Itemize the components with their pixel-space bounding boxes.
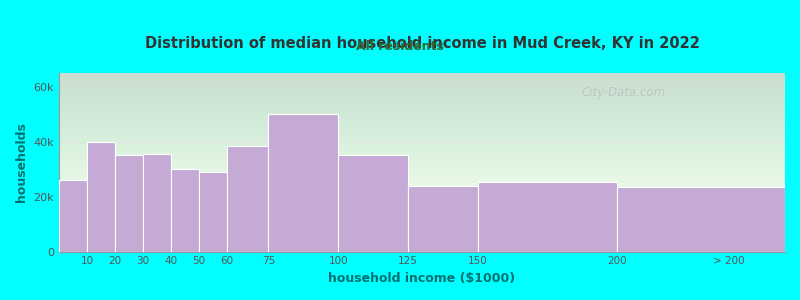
Text: All residents: All residents bbox=[356, 40, 444, 53]
Bar bbox=[408, 186, 478, 252]
Bar bbox=[269, 114, 338, 252]
Bar bbox=[170, 169, 198, 252]
Y-axis label: households: households bbox=[15, 122, 28, 202]
Title: Distribution of median household income in Mud Creek, KY in 2022: Distribution of median household income … bbox=[145, 36, 699, 51]
Bar bbox=[87, 142, 115, 252]
Bar bbox=[198, 172, 226, 252]
Bar bbox=[115, 155, 143, 252]
Bar bbox=[143, 154, 170, 252]
Bar bbox=[338, 155, 408, 252]
Bar bbox=[59, 180, 87, 252]
Bar bbox=[226, 146, 269, 252]
Text: City-Data.com: City-Data.com bbox=[582, 85, 666, 98]
Bar bbox=[618, 187, 785, 252]
X-axis label: household income ($1000): household income ($1000) bbox=[329, 272, 515, 285]
Bar bbox=[478, 182, 618, 252]
